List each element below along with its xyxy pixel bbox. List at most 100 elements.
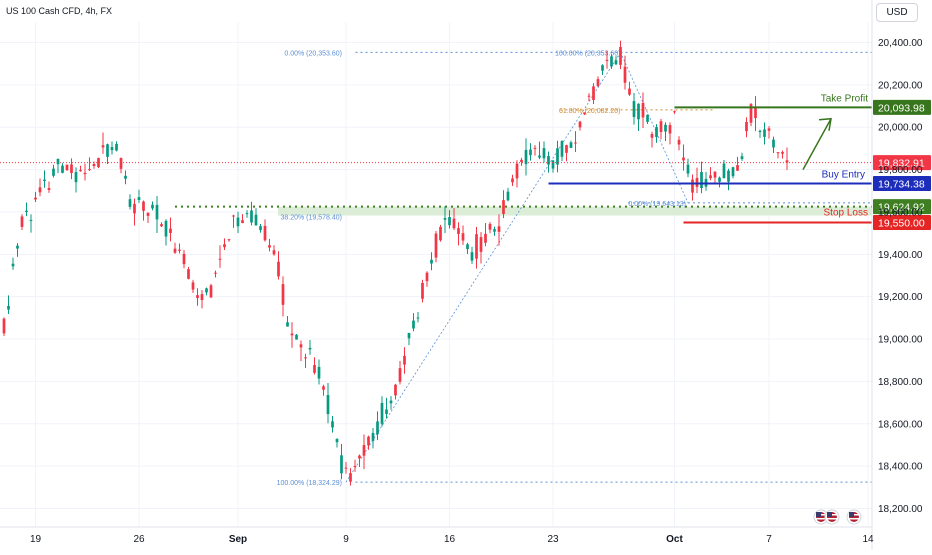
candle-body bbox=[281, 284, 285, 305]
candle bbox=[389, 396, 393, 410]
candle-body bbox=[610, 56, 613, 67]
candle bbox=[214, 270, 217, 278]
y-tick-label: 18,400.00 bbox=[878, 462, 923, 473]
candle bbox=[151, 201, 154, 211]
currency-button[interactable]: USD bbox=[876, 3, 918, 22]
candle-body bbox=[263, 225, 267, 241]
candle bbox=[7, 295, 10, 314]
candle bbox=[695, 167, 699, 194]
candle-body bbox=[628, 88, 631, 95]
candle bbox=[187, 267, 190, 280]
candle bbox=[439, 224, 442, 242]
candle bbox=[376, 411, 379, 441]
candle-body bbox=[682, 157, 685, 161]
candle-body bbox=[749, 104, 753, 123]
candle-body bbox=[191, 282, 195, 290]
candle-body bbox=[331, 421, 334, 428]
candle bbox=[529, 143, 532, 161]
candle bbox=[182, 250, 186, 269]
candle bbox=[263, 219, 267, 242]
x-tick-label: 23 bbox=[547, 534, 559, 545]
y-tick-label: 18,200.00 bbox=[878, 504, 923, 515]
y-tick-label: 20,400.00 bbox=[878, 38, 923, 49]
candle bbox=[232, 214, 235, 228]
candle-body bbox=[115, 143, 118, 151]
candle-body bbox=[74, 172, 78, 183]
candle bbox=[326, 382, 330, 424]
candle-body bbox=[358, 455, 361, 459]
candle-body bbox=[475, 234, 478, 259]
fib-label-right-mid: 61.80% (20,082.20) bbox=[559, 108, 621, 115]
candle-body bbox=[326, 395, 330, 415]
candle bbox=[520, 157, 523, 166]
candle bbox=[227, 238, 231, 242]
candle-body bbox=[754, 106, 757, 119]
candle bbox=[394, 383, 397, 400]
grid-layer bbox=[0, 22, 872, 527]
candle bbox=[371, 428, 375, 449]
candle-body bbox=[686, 164, 690, 174]
event-flag-icon[interactable] bbox=[824, 509, 840, 525]
candle bbox=[614, 56, 618, 66]
candle bbox=[344, 461, 348, 474]
candle-body bbox=[398, 368, 402, 382]
candle bbox=[146, 212, 150, 224]
candle-body bbox=[623, 66, 627, 83]
candle bbox=[398, 360, 402, 385]
candle bbox=[191, 279, 195, 294]
candle bbox=[268, 238, 271, 252]
candle-body bbox=[619, 47, 622, 65]
candle bbox=[421, 279, 424, 303]
candle-body bbox=[479, 237, 483, 252]
candle bbox=[668, 122, 672, 145]
candle-body bbox=[146, 212, 150, 216]
candle bbox=[677, 136, 681, 151]
candle bbox=[101, 132, 105, 154]
candle bbox=[470, 246, 474, 264]
price-tag: 19,832.91 bbox=[873, 155, 931, 171]
candle bbox=[686, 158, 690, 178]
y-tick-label: 19,600.00 bbox=[878, 207, 923, 218]
candle-body bbox=[290, 333, 294, 336]
buy-entry-label: Buy Entry bbox=[822, 169, 865, 180]
candle-body bbox=[101, 145, 105, 148]
candle bbox=[776, 152, 780, 159]
y-tick-label: 19,200.00 bbox=[878, 292, 923, 303]
candle-body bbox=[83, 172, 87, 175]
symbol-title[interactable]: US 100 Cash CFD, 4h, FX bbox=[6, 6, 113, 16]
candle-body bbox=[187, 269, 190, 279]
candle bbox=[245, 210, 249, 218]
candle-body bbox=[164, 220, 168, 237]
candle bbox=[169, 217, 172, 242]
candle-body bbox=[664, 124, 667, 132]
candle-body bbox=[2, 318, 6, 334]
candle bbox=[700, 161, 703, 194]
candle bbox=[74, 167, 78, 193]
candle bbox=[358, 454, 361, 468]
candle bbox=[380, 396, 384, 427]
candle bbox=[412, 313, 415, 332]
candle-body bbox=[209, 285, 213, 298]
candle-body bbox=[412, 320, 415, 329]
candle bbox=[754, 96, 757, 132]
candle bbox=[551, 160, 555, 173]
candle-body bbox=[16, 245, 19, 249]
candle bbox=[362, 434, 366, 470]
take-profit-label: Take Profit bbox=[821, 93, 868, 104]
candle bbox=[592, 83, 595, 104]
candle-body bbox=[745, 121, 748, 132]
candle-body bbox=[407, 332, 411, 339]
candle-body bbox=[718, 177, 721, 182]
event-flag-icon[interactable] bbox=[846, 509, 862, 525]
y-tick-label: 18,600.00 bbox=[878, 419, 923, 430]
candle-body bbox=[97, 158, 100, 168]
y-tick-label: 19,000.00 bbox=[878, 335, 923, 346]
candle bbox=[497, 214, 501, 246]
candle bbox=[340, 443, 343, 480]
candle bbox=[547, 151, 550, 173]
candle-body bbox=[727, 170, 730, 182]
candle bbox=[682, 144, 685, 171]
candle bbox=[515, 160, 519, 188]
